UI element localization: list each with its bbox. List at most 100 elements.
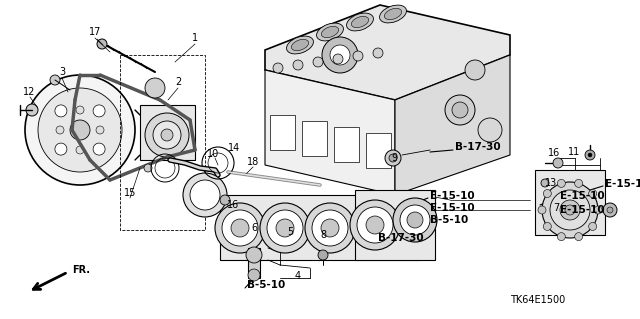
Circle shape [161,129,173,141]
Circle shape [190,180,220,210]
Circle shape [452,102,468,118]
Circle shape [538,206,546,214]
Circle shape [543,222,551,230]
Circle shape [55,143,67,155]
Bar [120,55,205,230]
Text: 4: 4 [295,271,301,281]
Text: B-5-10: B-5-10 [430,215,468,225]
Circle shape [575,233,582,241]
Circle shape [353,51,363,61]
Circle shape [153,121,181,149]
Text: 11: 11 [568,147,580,157]
Text: 3: 3 [59,67,65,77]
Circle shape [76,106,84,114]
Text: TK64E1500: TK64E1500 [510,295,565,305]
Circle shape [389,154,397,162]
Circle shape [560,200,580,220]
Circle shape [357,207,393,243]
Text: E-15-10: E-15-10 [560,191,605,201]
Circle shape [575,179,582,187]
Text: B-17-30: B-17-30 [455,142,500,152]
Text: 13: 13 [545,178,557,188]
Circle shape [594,206,602,214]
Circle shape [56,126,64,134]
Circle shape [222,210,258,246]
Text: 18: 18 [247,157,259,167]
Ellipse shape [385,8,402,19]
Circle shape [50,75,60,85]
Polygon shape [395,55,510,195]
Bar [302,121,327,156]
Circle shape [231,219,249,237]
Text: B-5-10: B-5-10 [247,280,285,290]
Circle shape [260,203,310,253]
Circle shape [183,173,227,217]
Circle shape [385,150,401,166]
Circle shape [313,57,323,67]
Ellipse shape [317,23,344,41]
Text: 9: 9 [391,153,397,163]
Ellipse shape [291,39,308,51]
Circle shape [318,250,328,260]
Text: E-15-10: E-15-10 [430,191,475,201]
Circle shape [542,182,598,238]
Polygon shape [265,5,510,100]
Circle shape [445,95,475,125]
Circle shape [93,105,105,117]
Circle shape [55,105,67,117]
Circle shape [330,45,350,65]
Circle shape [293,60,303,70]
Circle shape [478,118,502,142]
Text: 16: 16 [227,200,239,210]
Circle shape [557,233,565,241]
Circle shape [565,205,575,215]
Bar [220,195,420,260]
Circle shape [26,104,38,116]
Circle shape [145,78,165,98]
Circle shape [276,219,294,237]
Text: 17: 17 [89,27,101,37]
Circle shape [220,195,230,205]
Bar [140,105,195,160]
Circle shape [541,179,549,187]
Ellipse shape [380,5,406,23]
Circle shape [557,179,565,187]
Circle shape [589,189,596,197]
Text: 7: 7 [553,203,559,213]
Circle shape [322,37,358,73]
Circle shape [393,198,437,242]
Circle shape [400,205,430,235]
Circle shape [144,164,152,172]
Text: 12: 12 [23,87,35,97]
Circle shape [246,247,262,263]
Text: B-17-30: B-17-30 [378,233,424,243]
Text: E-15-10: E-15-10 [560,205,605,215]
Circle shape [366,216,384,234]
Circle shape [553,158,563,168]
Circle shape [312,210,348,246]
Bar [366,133,391,168]
Circle shape [321,219,339,237]
Circle shape [38,88,122,172]
Ellipse shape [287,36,314,54]
Text: 5: 5 [287,227,293,237]
Polygon shape [265,70,395,195]
Text: FR.: FR. [72,265,90,275]
Circle shape [350,200,400,250]
Circle shape [97,39,107,49]
Circle shape [215,203,265,253]
Circle shape [93,143,105,155]
Circle shape [589,222,596,230]
Text: E-15-10: E-15-10 [605,179,640,189]
Circle shape [603,203,617,217]
Circle shape [585,150,595,160]
Text: 2: 2 [175,77,181,87]
Circle shape [96,126,104,134]
Text: E-15-10: E-15-10 [430,203,475,213]
Bar [334,127,359,162]
Circle shape [70,120,90,140]
Circle shape [267,210,303,246]
Bar [355,190,435,260]
Circle shape [607,207,613,213]
Ellipse shape [321,26,339,38]
